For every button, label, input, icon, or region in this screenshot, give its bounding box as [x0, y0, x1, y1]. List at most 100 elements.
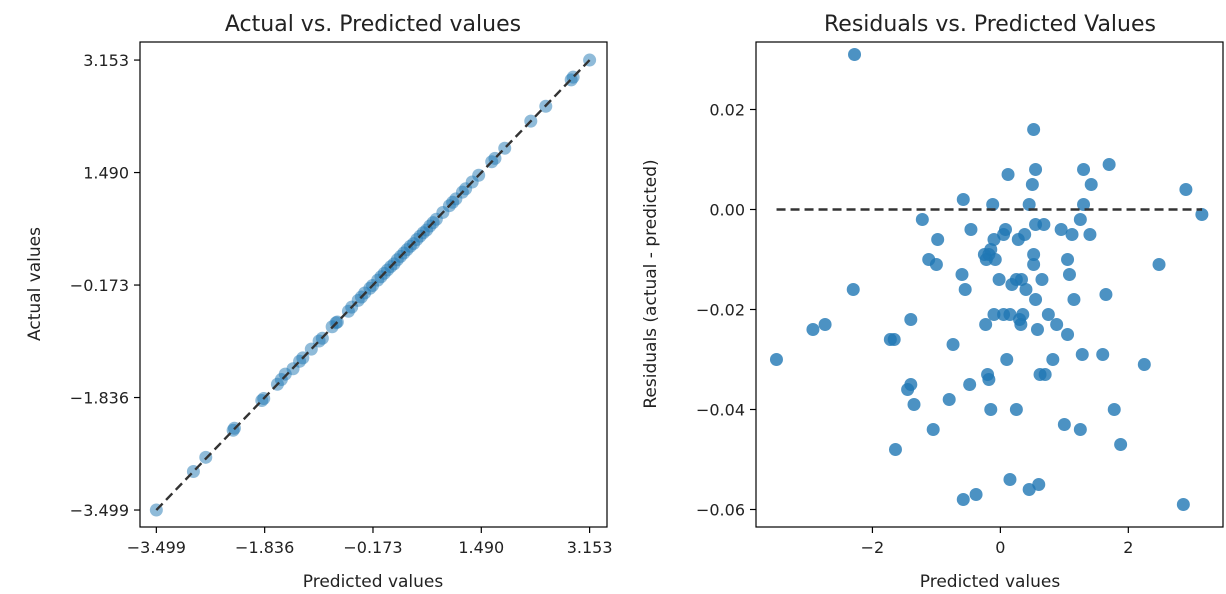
data-point: [987, 308, 1001, 321]
y-tick-label: 1.490: [83, 164, 129, 183]
data-point: [1001, 168, 1015, 181]
x-axis-label: Predicted values: [920, 572, 1061, 592]
plot-marks: [769, 48, 1209, 511]
data-point: [1050, 318, 1064, 331]
data-point: [958, 283, 972, 296]
data-point: [1027, 123, 1041, 136]
data-point: [1061, 328, 1075, 341]
data-point: [1035, 273, 1049, 286]
x-tick-label: −3.499: [127, 538, 186, 557]
data-point: [1067, 293, 1081, 306]
residuals-vs-predicted-plot: Residuals vs. Predicted Values −2 0 2 0.02 0…: [641, 12, 1224, 592]
data-point: [1179, 183, 1193, 196]
data-point: [992, 273, 1006, 286]
data-point: [986, 198, 1000, 211]
x-tick-label: 1.490: [458, 538, 504, 557]
y-axis-label: Residuals (actual - predicted): [641, 159, 661, 408]
y-tick-label: 0.00: [709, 201, 745, 220]
x-axis-label: Predicted values: [303, 572, 444, 592]
tick-group: −2 0 2 0.02 0.00 −0.02 −0.04 −0.06: [696, 101, 1133, 558]
data-point: [979, 318, 993, 331]
data-point: [887, 333, 901, 346]
plot-title: Residuals vs. Predicted Values: [824, 12, 1156, 37]
data-point: [1016, 308, 1030, 321]
data-point: [1102, 158, 1116, 171]
data-point: [1018, 228, 1032, 241]
data-point: [1030, 323, 1044, 336]
y-tick-label: 3.153: [83, 51, 129, 70]
data-point: [931, 233, 945, 246]
y-tick-label: −0.173: [70, 276, 129, 295]
data-point: [806, 323, 820, 336]
data-point: [907, 398, 921, 411]
data-point: [964, 223, 978, 236]
data-point: [1022, 198, 1036, 211]
x-tick-label: 3.153: [567, 538, 613, 557]
data-point: [1099, 288, 1113, 301]
data-point: [969, 488, 983, 501]
data-point: [987, 233, 1001, 246]
y-tick-label: −0.06: [696, 501, 745, 520]
data-point: [1062, 268, 1076, 281]
reference-line: [155, 59, 591, 511]
data-point: [1041, 308, 1055, 321]
data-point: [846, 283, 860, 296]
y-axis-label: Actual values: [25, 227, 45, 341]
data-point: [1003, 308, 1017, 321]
data-point: [1084, 178, 1098, 191]
y-tick-label: −0.02: [696, 301, 745, 320]
data-point: [982, 373, 996, 386]
data-point: [988, 253, 1002, 266]
data-point: [1009, 403, 1023, 416]
data-point: [769, 353, 783, 366]
data-point: [848, 48, 862, 61]
data-point: [1022, 483, 1036, 496]
data-point: [1025, 178, 1039, 191]
data-point: [1054, 223, 1068, 236]
data-point: [1107, 403, 1121, 416]
data-point: [1032, 478, 1046, 491]
data-point: [1075, 348, 1089, 361]
data-point: [1000, 353, 1014, 366]
data-point: [946, 338, 960, 351]
data-point: [1096, 348, 1110, 361]
data-point: [1057, 418, 1071, 431]
data-point: [1077, 198, 1091, 211]
data-point: [818, 318, 832, 331]
data-point: [904, 313, 918, 326]
data-point: [1195, 208, 1209, 221]
data-point: [1014, 318, 1028, 331]
plot-marks: [149, 53, 597, 517]
data-point: [1019, 283, 1033, 296]
data-point: [888, 443, 902, 456]
tick-group: −3.499 −1.836 −0.173 1.490 3.153 −3.499 −1.836…: [70, 51, 613, 557]
data-point: [1114, 438, 1128, 451]
data-point: [1176, 498, 1190, 511]
data-point: [955, 268, 969, 281]
data-point: [984, 403, 998, 416]
data-point: [1027, 248, 1041, 261]
y-tick-label: −1.836: [70, 389, 129, 408]
x-tick-label: 2: [1123, 538, 1133, 557]
x-tick-label: −0.173: [343, 538, 402, 557]
data-point: [1027, 258, 1041, 271]
data-point: [1077, 163, 1091, 176]
data-point: [1152, 258, 1166, 271]
data-point: [1083, 228, 1097, 241]
data-point: [1073, 423, 1087, 436]
data-point: [1073, 213, 1087, 226]
data-point: [1029, 163, 1043, 176]
data-point: [1029, 293, 1043, 306]
data-point: [1061, 253, 1075, 266]
data-point: [942, 393, 956, 406]
data-point: [926, 423, 940, 436]
data-point: [1003, 473, 1017, 486]
data-point: [1014, 273, 1028, 286]
axes-frame: [755, 41, 1224, 528]
x-tick-label: 0: [995, 538, 1005, 557]
x-tick-label: −1.836: [235, 538, 294, 557]
data-point: [1037, 218, 1051, 231]
data-point: [963, 378, 977, 391]
data-point: [956, 193, 970, 206]
